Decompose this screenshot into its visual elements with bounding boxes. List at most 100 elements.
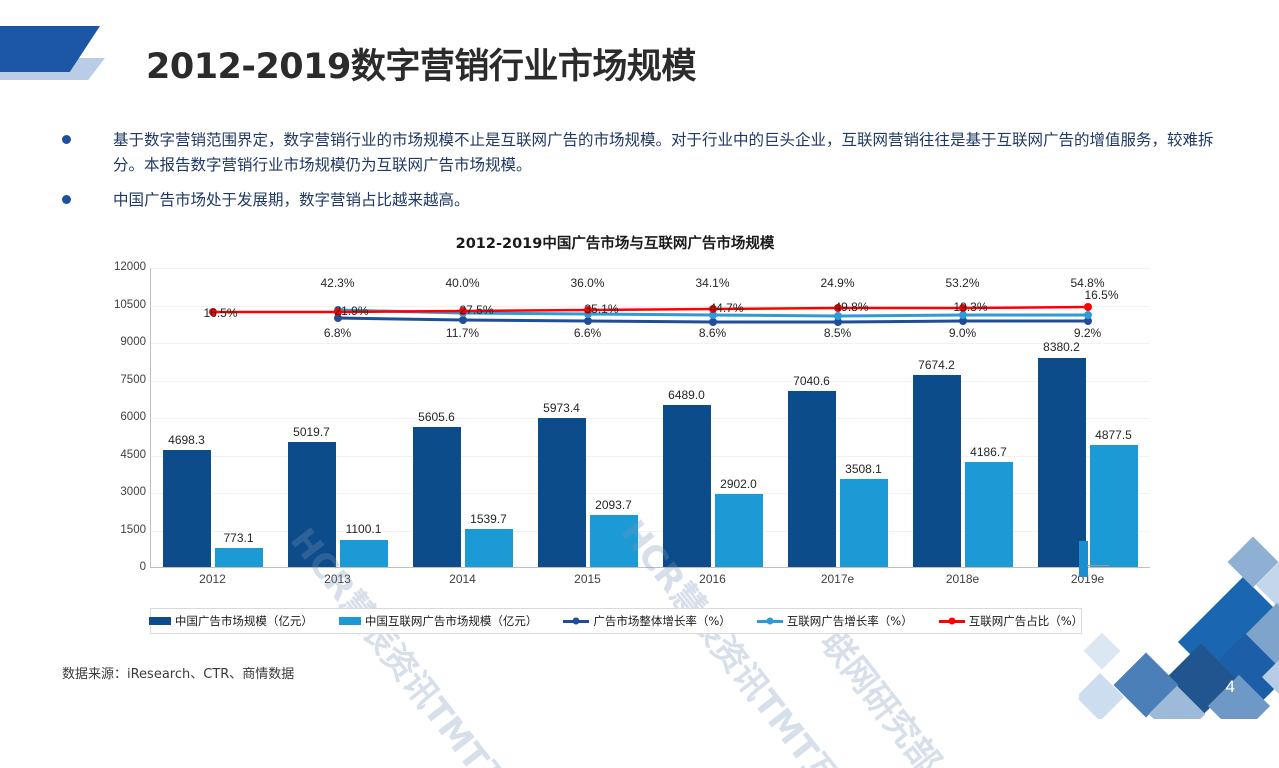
legend-label: 中国广告市场规模（亿元）	[174, 614, 313, 628]
legend-marker-icon	[572, 617, 580, 625]
internet-share-label: 49.8%	[834, 300, 869, 314]
chart-title: 2012-2019中国广告市场与互联网广告市场规模	[455, 236, 775, 252]
bar-value-label: 4877.5	[1095, 428, 1132, 443]
header-decoration	[0, 0, 170, 100]
chart-bar	[412, 426, 461, 567]
internet-growth-label: 42.3%	[320, 276, 355, 290]
market-growth-label: 8.6%	[698, 326, 727, 340]
chart-bar	[662, 404, 711, 567]
x-axis-tick-label: 2014	[449, 572, 476, 586]
chart-bar	[912, 375, 961, 567]
legend-marker-icon	[948, 617, 956, 625]
chart-line-marker	[708, 318, 717, 326]
gridline	[150, 418, 1150, 419]
chart-line-marker	[958, 317, 967, 325]
bar-value-label: 2902.0	[720, 477, 757, 492]
decoration-diamond	[1083, 632, 1121, 670]
legend-label: 互联网广告增长率（%）	[786, 614, 913, 628]
side-accent-line	[1087, 565, 1109, 566]
bullet-item-2: 中国广告市场处于发展期，数字营销占比越来越高。	[62, 188, 1222, 213]
chart-line-marker	[333, 308, 342, 316]
internet-share-label: 21.9%	[334, 304, 369, 318]
gridline	[150, 343, 1150, 344]
side-accent-bar	[1079, 541, 1088, 577]
chart-bar	[839, 479, 888, 567]
legend-item: 广告市场整体增长率（%）	[563, 613, 731, 629]
bar-value-label: 7674.2	[918, 358, 955, 373]
gridline	[150, 305, 1150, 307]
bullet-text-1: 基于数字营销范围界定，数字营销行业的市场规模不止是互联网广告的市场规模。对于行业…	[113, 131, 1214, 174]
market-growth-label: 6.6%	[573, 326, 602, 340]
x-axis-tick-label: 2016	[699, 572, 726, 586]
internet-share-label: 44.7%	[709, 301, 744, 315]
x-axis-tick-label: 2015	[574, 572, 601, 586]
x-axis-tick-label: 2013	[324, 572, 351, 586]
y-axis-tick-label: 9000	[120, 336, 146, 348]
chart-bar	[339, 539, 388, 567]
chart-bar	[162, 449, 211, 567]
legend-item: 中国广告市场规模（亿元）	[148, 613, 313, 629]
chart-line-marker	[583, 310, 592, 318]
bullet-text-2: 中国广告市场处于发展期，数字营销占比越来越高。	[113, 191, 470, 209]
chart-line-marker	[958, 304, 967, 312]
chart-legend: 中国广告市场规模（亿元） 中国互联网广告市场规模（亿元） 广告市场整体增长率（%） 互…	[148, 608, 1083, 634]
internet-share-label: 16.5%	[1084, 288, 1119, 302]
legend-marker-icon	[766, 617, 774, 625]
chart-line-marker	[208, 308, 217, 316]
internet-growth-label: 53.2%	[945, 276, 980, 290]
legend-item: 互联网广告增长率（%）	[756, 613, 913, 629]
y-axis-tick-label: 10500	[114, 298, 146, 311]
chart-line-marker	[458, 307, 467, 315]
internet-share-label: 19.3%	[953, 300, 988, 314]
chart-bar	[464, 528, 513, 567]
gridline	[150, 530, 1150, 532]
bar-value-label: 1100.1	[345, 522, 382, 537]
internet-growth-label: 36.0%	[570, 276, 605, 290]
chart-line-marker	[1083, 311, 1092, 319]
chart-bar	[964, 462, 1013, 567]
y-axis-tick-label: 6000	[120, 411, 146, 423]
internet-growth-label: 40.0%	[445, 276, 480, 290]
bar-value-label: 1539.7	[470, 511, 507, 526]
internet-share-label: 27.5%	[459, 303, 494, 317]
y-axis-tick-label: 12000	[114, 261, 146, 273]
chart-bar	[1037, 357, 1086, 567]
x-axis-tick-label: 2017e	[820, 572, 855, 586]
chart-bar	[537, 417, 586, 567]
chart-line-marker	[833, 312, 842, 320]
chart-plot-area: 12000 10500 9000 7500 6000 4500 3000 1500 0 4698…	[114, 261, 1150, 586]
chart-line-marker	[708, 311, 717, 319]
chart-x-axis-line	[150, 567, 1150, 568]
legend-item: 互联网广告占比（%）	[938, 613, 1083, 629]
y-axis-tick-label: 1500	[120, 523, 146, 536]
chart-line-marker	[583, 317, 592, 325]
gridline	[150, 268, 1150, 269]
legend-label: 中国互联网广告市场规模（亿元）	[364, 614, 538, 628]
chart-bar	[287, 441, 336, 567]
bullet-item-1: 基于数字营销范围界定，数字营销行业的市场规模不止是互联网广告的市场规模。对于行业…	[62, 128, 1222, 178]
bar-value-label: 7040.6	[793, 373, 830, 388]
bar-value-label: 5973.4	[543, 400, 580, 415]
market-growth-label: 6.8%	[323, 326, 352, 340]
chart-line-marker	[958, 311, 967, 319]
chart-y-axis-line	[150, 268, 151, 568]
page-title: 2012-2019数字营销行业市场规模	[146, 47, 696, 87]
chart-bar	[714, 494, 763, 567]
bar-value-label: 8380.2	[1043, 340, 1080, 355]
chart-bar	[589, 514, 638, 567]
internet-growth-label: 34.1%	[695, 276, 730, 290]
legend-line-icon	[938, 617, 965, 625]
x-axis-tick-label: 2012	[199, 572, 226, 586]
gridline	[150, 493, 1150, 494]
internet-share-label: 35.1%	[584, 302, 619, 316]
chart-line-marker	[458, 316, 467, 324]
chart-line-marker	[583, 306, 592, 314]
legend-swatch-icon	[338, 617, 361, 625]
bar-value-label: 2093.7	[595, 497, 632, 512]
legend-line-icon	[756, 617, 783, 625]
chart-bar	[214, 547, 263, 567]
y-axis-tick-label: 4500	[120, 448, 146, 461]
chart-line-path	[212, 305, 1088, 314]
bar-value-label: 5605.6	[418, 409, 455, 424]
chart-line-marker	[833, 304, 842, 312]
